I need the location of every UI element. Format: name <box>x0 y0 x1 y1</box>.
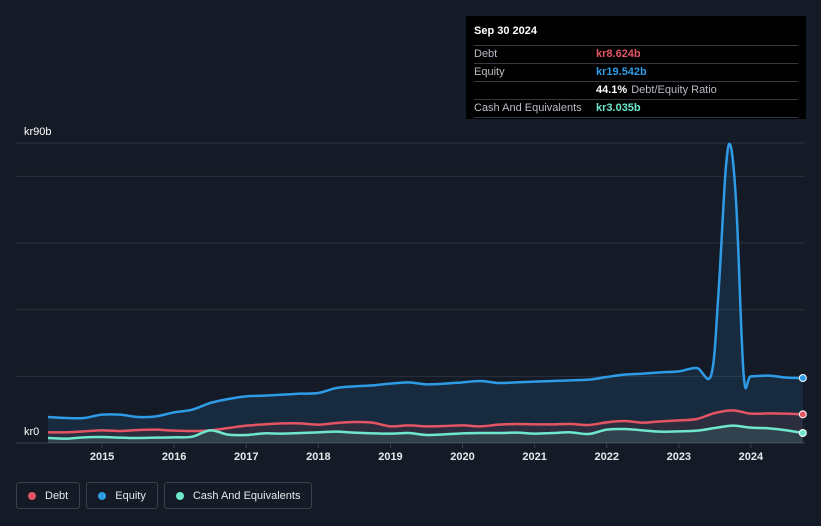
tooltip-row-debt: Debt kr8.624b <box>474 46 798 64</box>
legend-item-debt[interactable]: Debt <box>16 482 81 509</box>
line-debt <box>47 409 803 434</box>
y-axis-min-label: kr0 <box>24 426 39 438</box>
tooltip-label: Equity <box>474 66 505 78</box>
end-markers <box>798 374 807 437</box>
tooltip-date: Sep 30 2024 <box>474 24 798 46</box>
marker-equity <box>798 374 807 382</box>
x-tick-label: 2018 <box>306 451 330 463</box>
tooltip-label <box>474 82 596 99</box>
series-lines <box>47 142 804 440</box>
x-tick-label: 2017 <box>234 451 258 463</box>
x-tick-label: 2020 <box>450 451 474 463</box>
x-tick-label: 2019 <box>378 451 402 463</box>
tooltip-note: Debt/Equity Ratio <box>631 84 717 96</box>
line-cash-and-equivalents <box>47 424 804 440</box>
legend-label: Cash And Equivalents <box>192 489 301 502</box>
tooltip-value: kr8.624b <box>596 48 641 60</box>
plot-background <box>16 143 805 443</box>
x-tick-label: 2023 <box>667 451 691 463</box>
x-tick-label: 2016 <box>162 451 186 463</box>
legend-dot-icon <box>175 491 184 500</box>
marker-cash-and-equivalents <box>798 429 807 437</box>
x-tick-label: 2021 <box>522 451 546 463</box>
x-tick-label: 2024 <box>739 451 764 463</box>
line-equity <box>47 142 803 420</box>
x-tick-label: 2022 <box>594 451 618 463</box>
x-axis-ticks: 2015 2016 2017 2018 2019 2020 2021 2022 2023 2024 <box>90 443 764 463</box>
legend-label: Debt <box>45 489 69 502</box>
legend-label: Equity <box>115 489 146 502</box>
y-axis-max-label: kr90b <box>24 126 52 138</box>
data-tooltip: Sep 30 2024 Debt kr8.624b Equity kr19.54… <box>466 16 806 119</box>
tooltip-value: kr19.542b <box>596 66 647 78</box>
tooltip-value: 44.1% <box>596 84 628 96</box>
legend-item-cash[interactable]: Cash And Equivalents <box>163 482 313 509</box>
area-equity <box>48 143 803 443</box>
chart-legend: Debt Equity Cash And Equivalents <box>16 482 313 509</box>
legend-item-equity[interactable]: Equity <box>86 482 158 509</box>
tooltip-label: Cash And Equivalents <box>474 102 582 114</box>
legend-dot-icon <box>28 491 36 500</box>
tooltip-row-equity: Equity kr19.542b <box>474 64 798 82</box>
marker-debt <box>798 410 807 419</box>
legend-dot-icon <box>98 491 107 500</box>
tooltip-row-cash: Cash And Equivalents kr3.035b <box>474 100 798 118</box>
tooltip-value: kr3.035b <box>596 102 641 114</box>
gridlines <box>16 142 805 444</box>
tooltip-row-ratio: 44.1% Debt/Equity Ratio <box>474 82 798 100</box>
tooltip-label: Debt <box>474 48 498 60</box>
x-tick-label: 2015 <box>90 451 114 463</box>
